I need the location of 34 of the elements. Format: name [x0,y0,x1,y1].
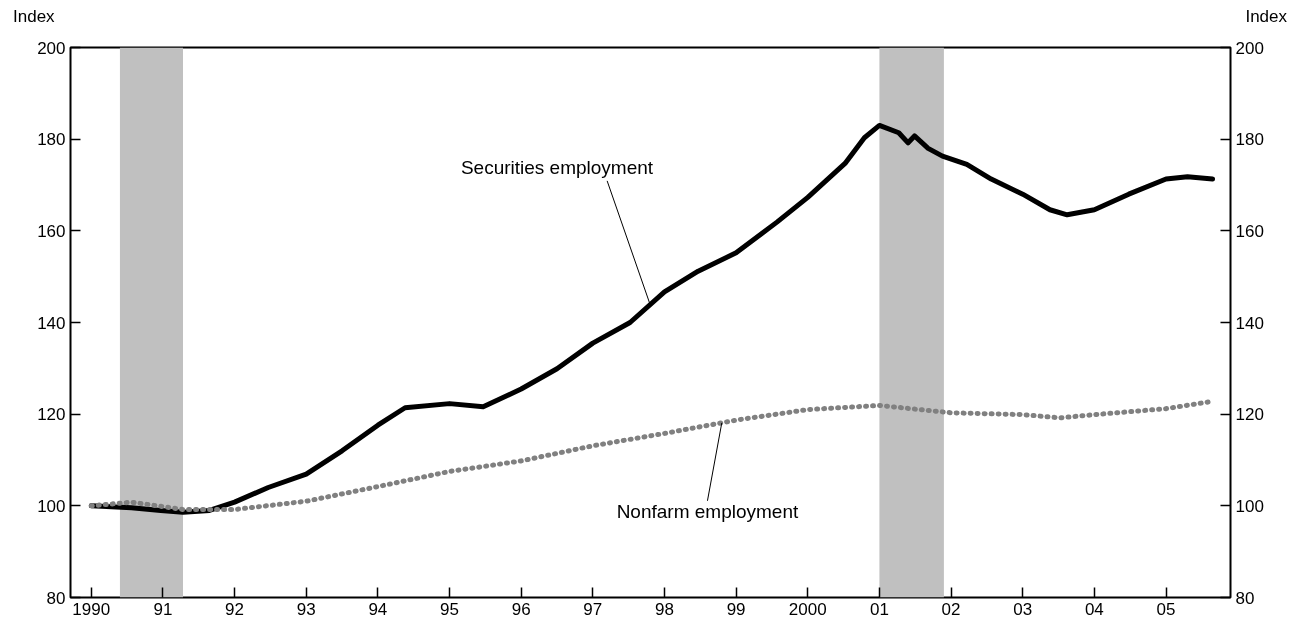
x-tick-label: 96 [511,599,531,619]
y2-tick-label: 100 [1235,496,1264,516]
annotation: Nonfarm employment [616,500,799,522]
y-tick-label: 200 [37,38,66,58]
x-tick-label: 93 [296,599,316,619]
x-tick-label: 03 [1013,599,1033,619]
y2-tick-label: 120 [1235,405,1264,425]
y2-tick-label: 140 [1235,313,1264,333]
y2-tick-label: 180 [1235,130,1264,150]
x-tick-label: 92 [225,599,245,619]
x-tick-label: 2000 [788,599,827,619]
x-tick-label: 97 [583,599,603,619]
y2-tick-label: 80 [1235,588,1255,608]
y2-tick-label: 160 [1235,221,1264,241]
x-tick-label: 04 [1084,599,1104,619]
y2-axis-title: Index [1245,6,1287,28]
x-tick-label: 98 [655,599,674,619]
x-tick-label: 01 [869,599,889,619]
y-tick-label: 140 [37,313,66,333]
y-tick-label: 120 [37,405,66,425]
y-tick-label: 100 [37,496,66,516]
x-tick-label: 05 [1156,599,1176,619]
x-tick-label: 91 [153,599,173,619]
x-tick-label: 99 [726,599,746,619]
x-tick-label: 1990 [72,599,111,619]
x-tick-label: 95 [440,599,459,619]
x-tick-label: 94 [368,599,388,619]
x-tick-label: 02 [941,599,961,619]
y-tick-label: 160 [37,221,66,241]
y-tick-label: 80 [46,588,66,608]
y2-tick-label: 200 [1235,38,1264,58]
y-tick-label: 180 [37,130,66,150]
y-axis-title: Index [13,6,55,28]
annotation: Securities employment [460,156,654,178]
